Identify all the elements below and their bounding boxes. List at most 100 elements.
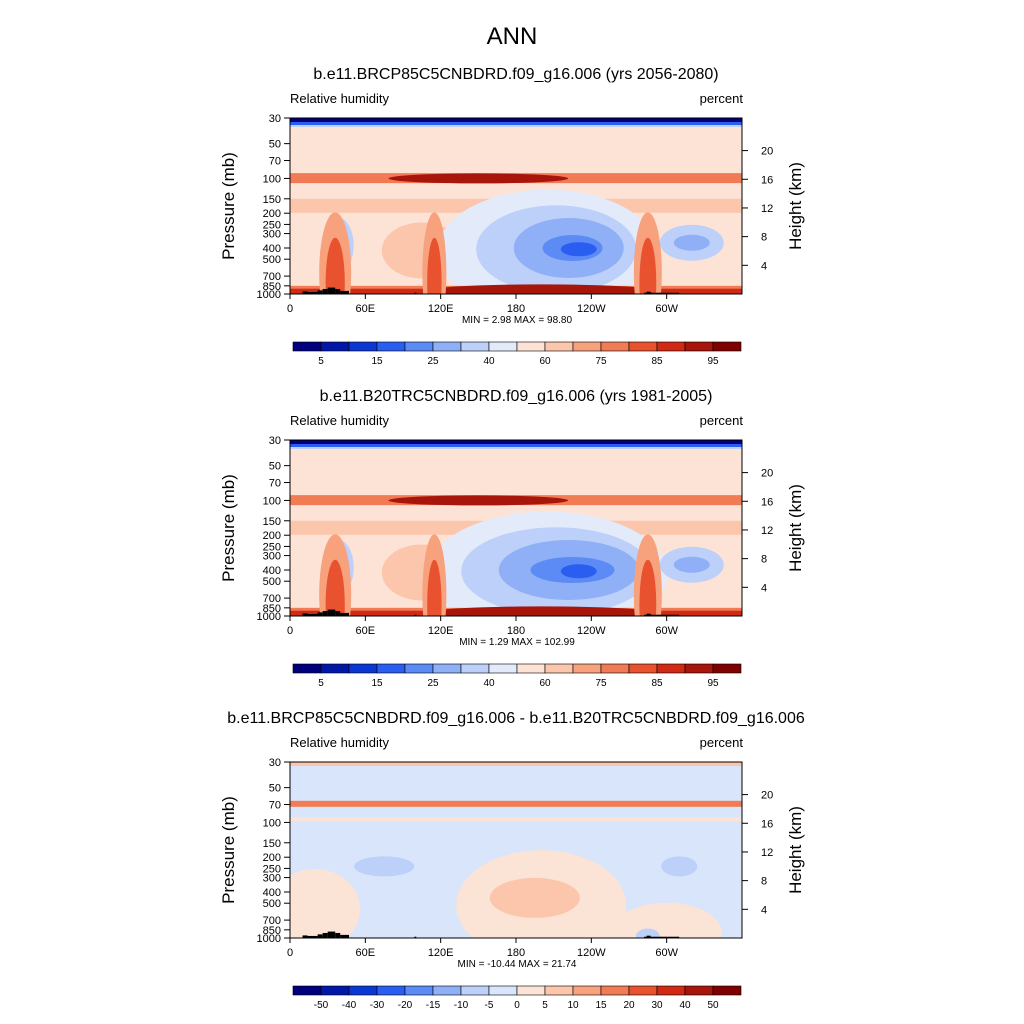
- y-tick-label: 500: [263, 898, 281, 910]
- x-tick-label: 120W: [577, 625, 606, 637]
- y-tick-label: 250: [263, 219, 281, 231]
- height-tick-label: 4: [761, 582, 767, 594]
- min-max-stats: MIN = 1.29 MAX = 102.99: [459, 637, 575, 648]
- colorbar-box: [432, 341, 462, 352]
- colorbar-label: 0: [514, 1000, 520, 1011]
- colorbar-label: 15: [595, 1000, 607, 1011]
- colorbar-box: [376, 341, 406, 352]
- y-axis-label: Pressure (mb): [219, 474, 238, 582]
- land-mask: [302, 287, 680, 294]
- y-tick-label: 300: [263, 551, 281, 563]
- x-tick-label: 60W: [655, 947, 678, 959]
- left-caption: Relative humidity: [290, 91, 389, 106]
- colorbar-box: [516, 341, 546, 352]
- colorbar-box: [684, 985, 714, 996]
- colorbar-box: [348, 663, 378, 674]
- colorbar-box: [348, 341, 378, 352]
- panel-title: b.e11.BRCP85C5CNBDRD.f09_g16.006 (yrs 20…: [313, 66, 718, 83]
- colorbar-box: [656, 341, 686, 352]
- x-tick-label: 120W: [577, 303, 606, 315]
- left-caption: Relative humidity: [290, 413, 389, 428]
- y-tick-label: 1000: [257, 289, 281, 301]
- right-caption: percent: [700, 413, 744, 428]
- colorbar-box: [628, 341, 658, 352]
- colorbar-box: [600, 341, 630, 352]
- colorbar-label: 5: [318, 678, 324, 689]
- y-axis-label-right: Height (km): [786, 806, 805, 894]
- y-tick-label: 250: [263, 863, 281, 875]
- height-tick-label: 4: [761, 260, 767, 272]
- y-tick-label: 700: [263, 593, 281, 605]
- colorbar-box: [712, 341, 742, 352]
- colorbar-label: 95: [707, 356, 719, 367]
- y-tick-label: 100: [263, 817, 281, 829]
- y-tick-label: 150: [263, 838, 281, 850]
- colorbar-label: 60: [539, 356, 551, 367]
- colorbar-box: [684, 341, 714, 352]
- colorbar-label: 40: [483, 356, 495, 367]
- colorbar-label: 5: [542, 1000, 548, 1011]
- y-axis-label-right: Height (km): [786, 484, 805, 572]
- x-tick-label: 120E: [428, 303, 454, 315]
- y-axis-label: Pressure (mb): [219, 796, 238, 904]
- colorbar-label: -30: [370, 1000, 385, 1011]
- humidity-field: [290, 440, 742, 616]
- y-tick-label: 200: [263, 208, 281, 220]
- colorbar-box: [320, 341, 350, 352]
- x-tick-label: 180: [507, 303, 525, 315]
- colorbar-box: [320, 985, 350, 996]
- colorbar-label: 75: [595, 356, 607, 367]
- colorbar-box: [656, 985, 686, 996]
- x-tick-label: 60E: [356, 303, 376, 315]
- x-tick-label: 0: [287, 947, 293, 959]
- x-tick-label: 60W: [655, 625, 678, 637]
- colorbar-box: [516, 663, 546, 674]
- height-tick-label: 12: [761, 203, 773, 215]
- y-axis-label: Pressure (mb): [219, 152, 238, 260]
- y-tick-label: 400: [263, 243, 281, 255]
- y-tick-label: 100: [263, 173, 281, 185]
- y-tick-label: 50: [269, 783, 281, 795]
- colorbar-label: 15: [371, 678, 383, 689]
- colorbar: -50 -40 -30 -20 -15 -10 -5 0 5 10 15 20 30 40 50: [292, 985, 742, 1011]
- colorbar-label: -40: [342, 1000, 357, 1011]
- height-tick-label: 12: [761, 847, 773, 859]
- colorbar-box: [460, 985, 490, 996]
- x-tick-label: 120E: [428, 625, 454, 637]
- colorbar-box: [684, 663, 714, 674]
- colorbar-label: 85: [651, 678, 663, 689]
- colorbar-box: [460, 663, 490, 674]
- colorbar-box: [712, 663, 742, 674]
- panel-title: b.e11.BRCP85C5CNBDRD.f09_g16.006 - b.e11…: [227, 710, 805, 727]
- panel-future: b.e11.BRCP85C5CNBDRD.f09_g16.006 (yrs 20…: [219, 66, 805, 367]
- colorbar-label: 15: [371, 356, 383, 367]
- colorbar-label: 20: [623, 1000, 635, 1011]
- y-tick-label: 30: [269, 757, 281, 769]
- figure-title: ANN: [487, 23, 538, 50]
- colorbar-label: 85: [651, 356, 663, 367]
- y-tick-label: 70: [269, 478, 281, 490]
- colorbar-label: -50: [314, 1000, 329, 1011]
- colorbar-box: [404, 341, 434, 352]
- height-tick-label: 16: [761, 174, 773, 186]
- y-axis-label-right: Height (km): [786, 162, 805, 250]
- x-tick-label: 60E: [356, 947, 376, 959]
- height-tick-label: 4: [761, 904, 767, 916]
- colorbar-box: [292, 341, 322, 352]
- y-tick-label: 70: [269, 800, 281, 812]
- panel-title: b.e11.B20TRC5CNBDRD.f09_g16.006 (yrs 198…: [320, 388, 713, 405]
- height-tick-label: 8: [761, 554, 767, 566]
- y-tick-label: 200: [263, 852, 281, 864]
- y-tick-label: 700: [263, 271, 281, 283]
- y-tick-label: 250: [263, 541, 281, 553]
- x-tick-label: 180: [507, 947, 525, 959]
- colorbar-box: [432, 985, 462, 996]
- colorbar-box: [544, 985, 574, 996]
- colorbar: 5 15 25 40 60 75 85 95: [292, 341, 742, 367]
- colorbar-box: [432, 663, 462, 674]
- x-tick-label: 0: [287, 625, 293, 637]
- colorbar-box: [600, 985, 630, 996]
- x-tick-label: 60W: [655, 303, 678, 315]
- colorbar-box: [544, 663, 574, 674]
- y-tick-label: 50: [269, 139, 281, 151]
